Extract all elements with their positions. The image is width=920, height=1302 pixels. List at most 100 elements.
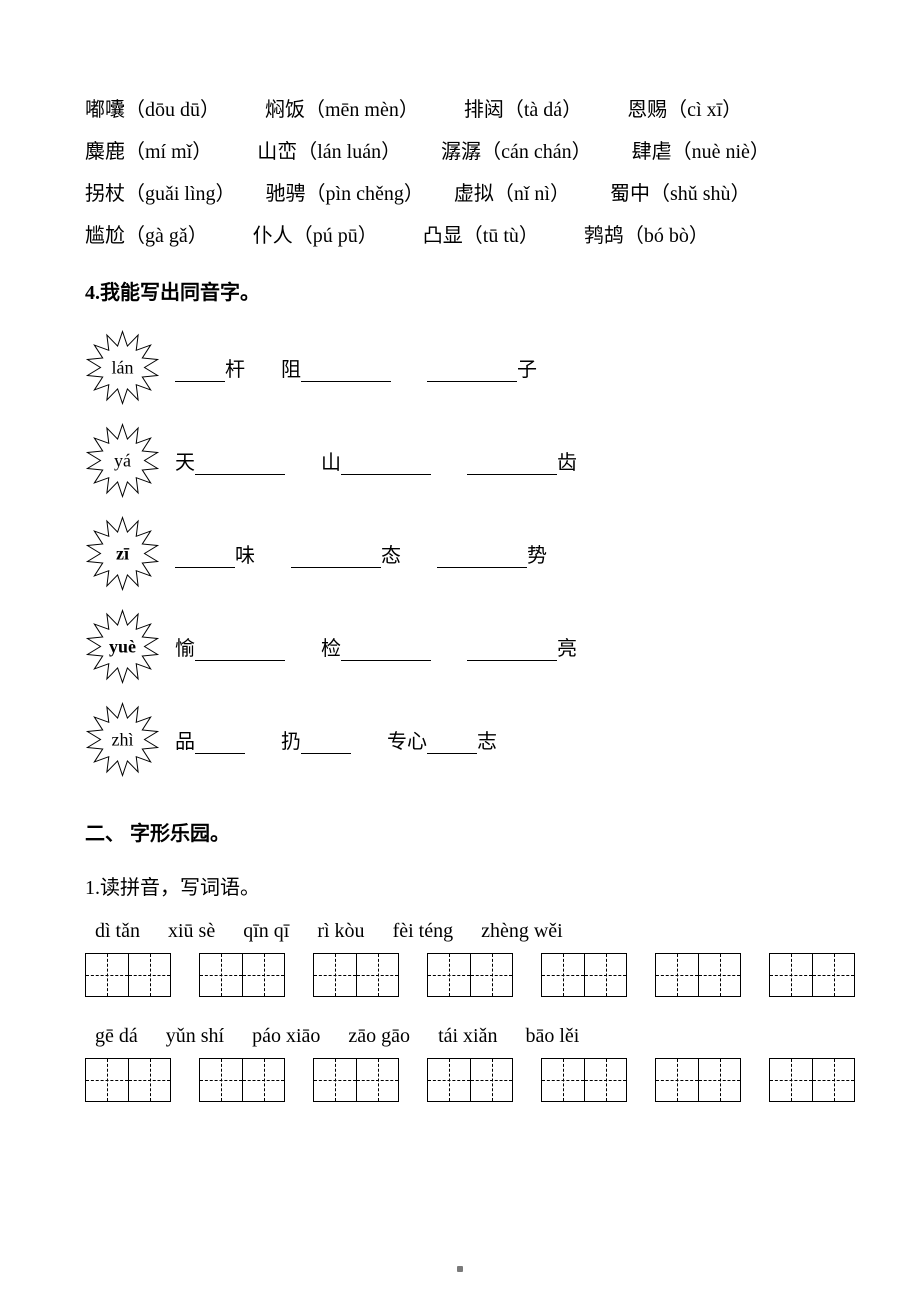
tian-zi-ge-cell[interactable] xyxy=(128,954,170,996)
tian-zi-ge-cell[interactable] xyxy=(356,954,398,996)
homophone-item: 味 xyxy=(175,539,255,568)
fill-blank[interactable] xyxy=(341,454,431,475)
homophone-item: 杆 xyxy=(175,353,245,382)
starburst-label: yá xyxy=(114,450,131,471)
tian-zi-ge-box[interactable] xyxy=(199,953,285,997)
fill-blank[interactable] xyxy=(467,640,557,661)
starburst-label: zī xyxy=(116,543,129,564)
tian-zi-ge-box[interactable] xyxy=(85,1058,171,1102)
tian-zi-ge-cell[interactable] xyxy=(656,1059,698,1101)
tian-zi-ge-cell[interactable] xyxy=(470,954,512,996)
fill-blank[interactable] xyxy=(291,547,381,568)
pinyin-word: gē dá xyxy=(95,1025,138,1048)
item-text-after: 亮 xyxy=(557,632,577,661)
homophone-items: 品扔专心志 xyxy=(175,725,527,754)
fill-blank[interactable] xyxy=(195,640,285,661)
tian-zi-ge-cell[interactable] xyxy=(770,954,812,996)
tian-zi-ge-box[interactable] xyxy=(199,1058,285,1102)
item-text-after: 杆 xyxy=(225,353,245,382)
tian-zi-ge-cell[interactable] xyxy=(356,1059,398,1101)
word-with-pinyin: 恩赐（cì xī） xyxy=(627,90,742,130)
tian-zi-ge-cell[interactable] xyxy=(200,954,242,996)
item-text-after: 态 xyxy=(381,539,401,568)
item-text-before: 阻 xyxy=(281,353,301,382)
item-text-after: 子 xyxy=(517,353,537,382)
tian-zi-ge-cell[interactable] xyxy=(770,1059,812,1101)
tian-zi-ge-box[interactable] xyxy=(541,953,627,997)
tian-zi-ge-cell[interactable] xyxy=(812,954,854,996)
tian-zi-ge-box[interactable] xyxy=(313,953,399,997)
tian-zi-ge-cell[interactable] xyxy=(314,954,356,996)
fill-blank[interactable] xyxy=(301,361,391,382)
tian-zi-ge-box[interactable] xyxy=(769,1058,855,1102)
word-with-pinyin: 嘟囔（dōu dū） xyxy=(85,90,220,130)
tian-zi-ge-cell[interactable] xyxy=(584,1059,626,1101)
homophone-item: 阻 xyxy=(281,353,391,382)
pinyin-word: fèi téng xyxy=(393,920,454,943)
tian-zi-ge-cell[interactable] xyxy=(128,1059,170,1101)
starburst-icon: yuè xyxy=(85,609,160,684)
item-text-before: 山 xyxy=(321,446,341,475)
tian-zi-ge-cell[interactable] xyxy=(470,1059,512,1101)
tian-zi-ge-cell[interactable] xyxy=(242,1059,284,1101)
fill-blank[interactable] xyxy=(175,361,225,382)
fill-blank[interactable] xyxy=(467,454,557,475)
tian-zi-ge-cell[interactable] xyxy=(812,1059,854,1101)
word-with-pinyin: 潺潺（cán chán） xyxy=(441,132,592,172)
tian-zi-ge-box[interactable] xyxy=(313,1058,399,1102)
word-with-pinyin: 麋鹿（mí mǐ） xyxy=(85,132,212,172)
fill-blank[interactable] xyxy=(195,733,245,754)
tian-zi-ge-cell[interactable] xyxy=(242,954,284,996)
homophone-items: 愉检亮 xyxy=(175,632,607,661)
tian-zi-ge-cell[interactable] xyxy=(86,954,128,996)
tian-box-row-2 xyxy=(85,1058,835,1102)
tian-zi-ge-box[interactable] xyxy=(655,953,741,997)
homophone-item: 态 xyxy=(291,539,401,568)
tian-zi-ge-cell[interactable] xyxy=(656,954,698,996)
item-text-after: 势 xyxy=(527,539,547,568)
section2-sub: 1.读拼音，写词语。 xyxy=(85,871,835,900)
fill-blank[interactable] xyxy=(301,733,351,754)
tian-zi-ge-box[interactable] xyxy=(655,1058,741,1102)
page-footer-marker xyxy=(457,1266,463,1272)
tian-zi-ge-cell[interactable] xyxy=(698,954,740,996)
tian-zi-ge-cell[interactable] xyxy=(428,1059,470,1101)
word-with-pinyin: 拐杖（guǎi lìng） xyxy=(85,174,236,214)
fill-blank[interactable] xyxy=(427,361,517,382)
tian-zi-ge-box[interactable] xyxy=(769,953,855,997)
tian-zi-ge-cell[interactable] xyxy=(698,1059,740,1101)
section2-title: 二、 字形乐园。 xyxy=(85,817,835,846)
tian-zi-ge-cell[interactable] xyxy=(584,954,626,996)
word-with-pinyin: 凸显（tū tù） xyxy=(423,216,539,256)
pinyin-word: páo xiāo xyxy=(252,1025,320,1048)
tian-zi-ge-cell[interactable] xyxy=(86,1059,128,1101)
tian-zi-ge-box[interactable] xyxy=(427,953,513,997)
tian-zi-ge-cell[interactable] xyxy=(542,1059,584,1101)
starburst-icon: lán xyxy=(85,330,160,405)
fill-blank[interactable] xyxy=(175,547,235,568)
word-with-pinyin: 尴尬（gà gǎ） xyxy=(85,216,208,256)
item-text-after: 齿 xyxy=(557,446,577,475)
word-with-pinyin: 排闼（tà dá） xyxy=(464,90,582,130)
tian-zi-ge-cell[interactable] xyxy=(542,954,584,996)
homophone-item: 齿 xyxy=(467,446,577,475)
word-with-pinyin: 肆虐（nuè niè） xyxy=(632,132,770,172)
heading-q4: 4.我能写出同音字。 xyxy=(85,276,835,305)
word-with-pinyin: 驰骋（pìn chěng） xyxy=(266,174,424,214)
homophone-items: 味态势 xyxy=(175,539,577,568)
fill-blank[interactable] xyxy=(195,454,285,475)
tian-zi-ge-cell[interactable] xyxy=(314,1059,356,1101)
tian-zi-ge-box[interactable] xyxy=(541,1058,627,1102)
tian-zi-ge-box[interactable] xyxy=(427,1058,513,1102)
item-text-after: 志 xyxy=(477,725,497,754)
fill-blank[interactable] xyxy=(437,547,527,568)
homophone-row: yuè 愉检亮 xyxy=(85,609,835,684)
homophone-items: 天山齿 xyxy=(175,446,607,475)
fill-blank[interactable] xyxy=(341,640,431,661)
fill-blank[interactable] xyxy=(427,733,477,754)
starburst-icon: yá xyxy=(85,423,160,498)
word-with-pinyin: 虚拟（nǐ nì） xyxy=(454,174,570,214)
tian-zi-ge-cell[interactable] xyxy=(200,1059,242,1101)
tian-zi-ge-box[interactable] xyxy=(85,953,171,997)
tian-zi-ge-cell[interactable] xyxy=(428,954,470,996)
